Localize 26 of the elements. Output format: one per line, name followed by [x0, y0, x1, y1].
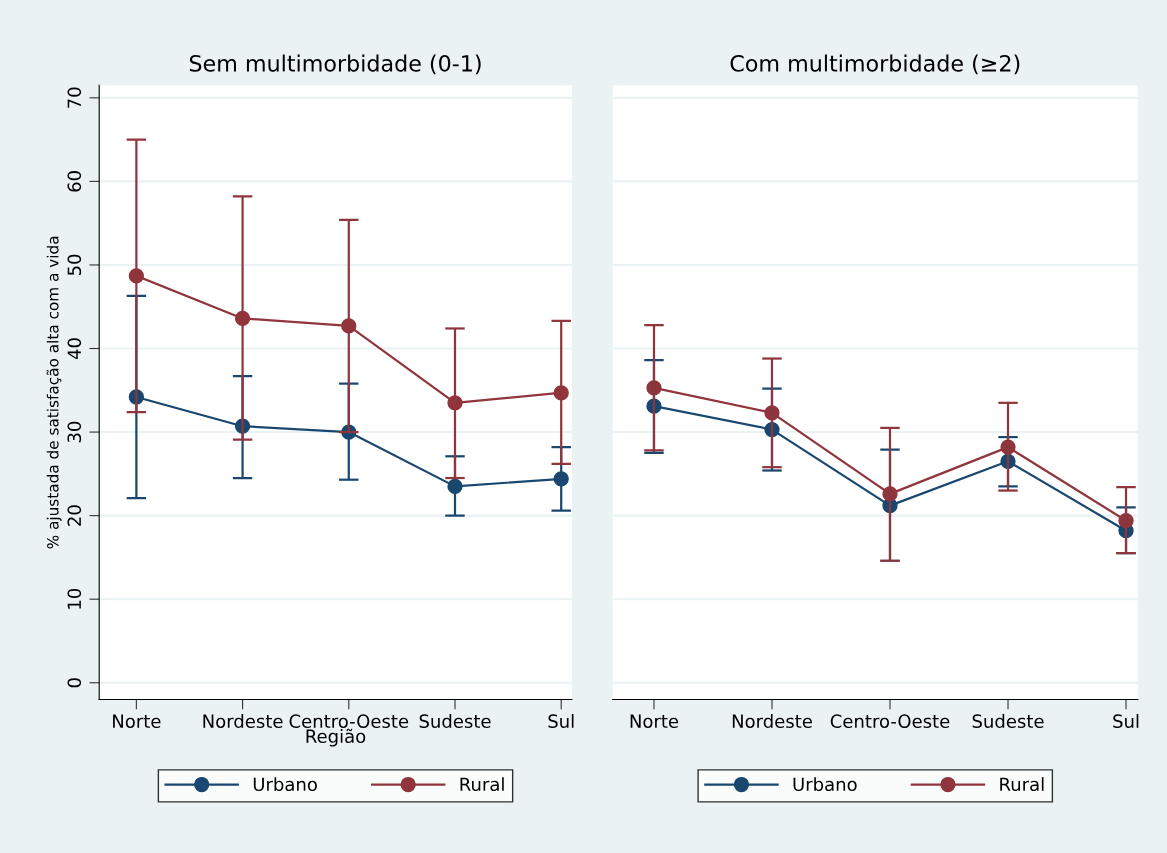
y-tick-label: 20 [67, 505, 82, 526]
y-tick-label: 30 [67, 421, 82, 443]
x-tick-label: Nordeste [732, 714, 812, 729]
chart-title: Sem multimorbidade (0-1) [189, 54, 481, 75]
x-tick-label: Sudeste [419, 714, 491, 729]
y-tick-label: 70 [67, 87, 82, 108]
x-tick-label: Norte [630, 714, 679, 729]
legend-label: Rural [1000, 777, 1044, 792]
y-tick-label: 10 [67, 588, 82, 609]
legend-label: Rural [460, 777, 504, 792]
x-tick-label: Sul [548, 714, 574, 729]
y-tick-label: 50 [67, 254, 82, 276]
y-tick-label: 40 [67, 338, 82, 360]
y-tick-label: 60 [67, 171, 82, 192]
legend-label: Urbano [253, 777, 317, 792]
x-tick-label: Sudeste [972, 714, 1044, 729]
x-axis-title: Região [306, 728, 366, 747]
x-tick-label: Norte [113, 714, 161, 729]
y-axis-title: % ajustada de satisfação alta com a vida [46, 236, 62, 549]
x-tick-label: Centro-Oeste [830, 714, 950, 729]
x-tick-label: Sul [1113, 714, 1139, 729]
x-tick-label: Centro-Oeste [289, 714, 409, 729]
chart-title: Com multimorbidade (≥2) [730, 54, 1020, 75]
x-tick-label: Nordeste [203, 714, 283, 729]
legend-label: Urbano [793, 777, 857, 792]
y-tick-label: 0 [67, 678, 82, 688]
